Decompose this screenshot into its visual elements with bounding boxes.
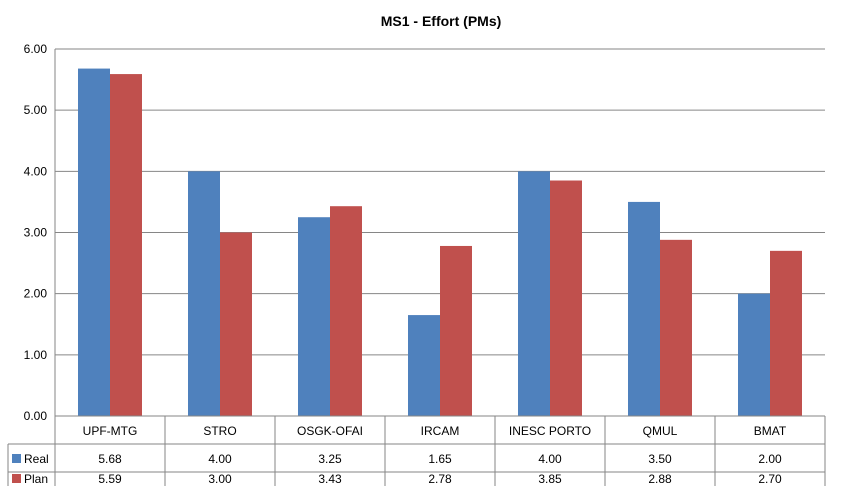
legend-key-real bbox=[12, 454, 21, 463]
legend-label-plan: Plan bbox=[24, 472, 48, 486]
bar-real bbox=[518, 171, 550, 416]
data-label: 3.85 bbox=[538, 472, 562, 486]
y-tick-label: 0.00 bbox=[24, 409, 48, 423]
category-label: OSGK-OFAI bbox=[297, 424, 363, 438]
category-label: BMAT bbox=[754, 424, 787, 438]
data-label: 5.68 bbox=[98, 452, 122, 466]
legend-label-real: Real bbox=[24, 452, 49, 466]
data-label: 1.65 bbox=[428, 452, 452, 466]
bar-real bbox=[628, 201, 660, 416]
y-tick-label: 6.00 bbox=[24, 42, 48, 56]
data-label: 3.50 bbox=[648, 452, 672, 466]
data-label: 3.43 bbox=[318, 472, 342, 486]
data-label: 3.00 bbox=[208, 472, 232, 486]
bars bbox=[78, 68, 802, 416]
chart-title: MS1 - Effort (PMs) bbox=[381, 13, 502, 29]
y-tick-label: 2.00 bbox=[24, 287, 48, 301]
data-label: 2.00 bbox=[758, 452, 782, 466]
y-tick-label: 4.00 bbox=[24, 164, 48, 178]
y-tick-label: 3.00 bbox=[24, 226, 48, 240]
bar-real bbox=[188, 171, 220, 416]
category-label: IRCAM bbox=[421, 424, 460, 438]
bar-plan bbox=[660, 239, 692, 416]
data-label: 5.59 bbox=[98, 472, 122, 486]
bar-real bbox=[298, 217, 330, 416]
bar-plan bbox=[440, 245, 472, 416]
bar-real bbox=[738, 293, 770, 416]
category-label: STRO bbox=[203, 424, 236, 438]
bar-real bbox=[408, 315, 440, 416]
axes: 0.00 1.00 2.00 3.00 4.00 5.00 6.00 bbox=[24, 42, 56, 423]
category-label: QMUL bbox=[643, 424, 678, 438]
data-label: 2.78 bbox=[428, 472, 452, 486]
bar-real bbox=[78, 68, 110, 416]
bar-plan bbox=[330, 206, 362, 416]
bar-plan bbox=[110, 74, 142, 416]
legend-key-plan bbox=[12, 474, 21, 483]
data-label: 4.00 bbox=[208, 452, 232, 466]
y-tick-label: 1.00 bbox=[24, 348, 48, 362]
bar-plan bbox=[550, 180, 582, 416]
y-tick-label: 5.00 bbox=[24, 103, 48, 117]
data-label: 3.25 bbox=[318, 452, 342, 466]
bar-plan bbox=[220, 232, 252, 416]
data-label: 4.00 bbox=[538, 452, 562, 466]
data-label: 2.88 bbox=[648, 472, 672, 486]
category-label: INESC PORTO bbox=[509, 424, 591, 438]
data-table: UPF-MTG STRO OSGK-OFAI IRCAM INESC PORTO QMUL… bbox=[7, 415, 826, 486]
bar-plan bbox=[770, 250, 802, 416]
category-label: UPF-MTG bbox=[83, 424, 138, 438]
data-label: 2.70 bbox=[758, 472, 782, 486]
